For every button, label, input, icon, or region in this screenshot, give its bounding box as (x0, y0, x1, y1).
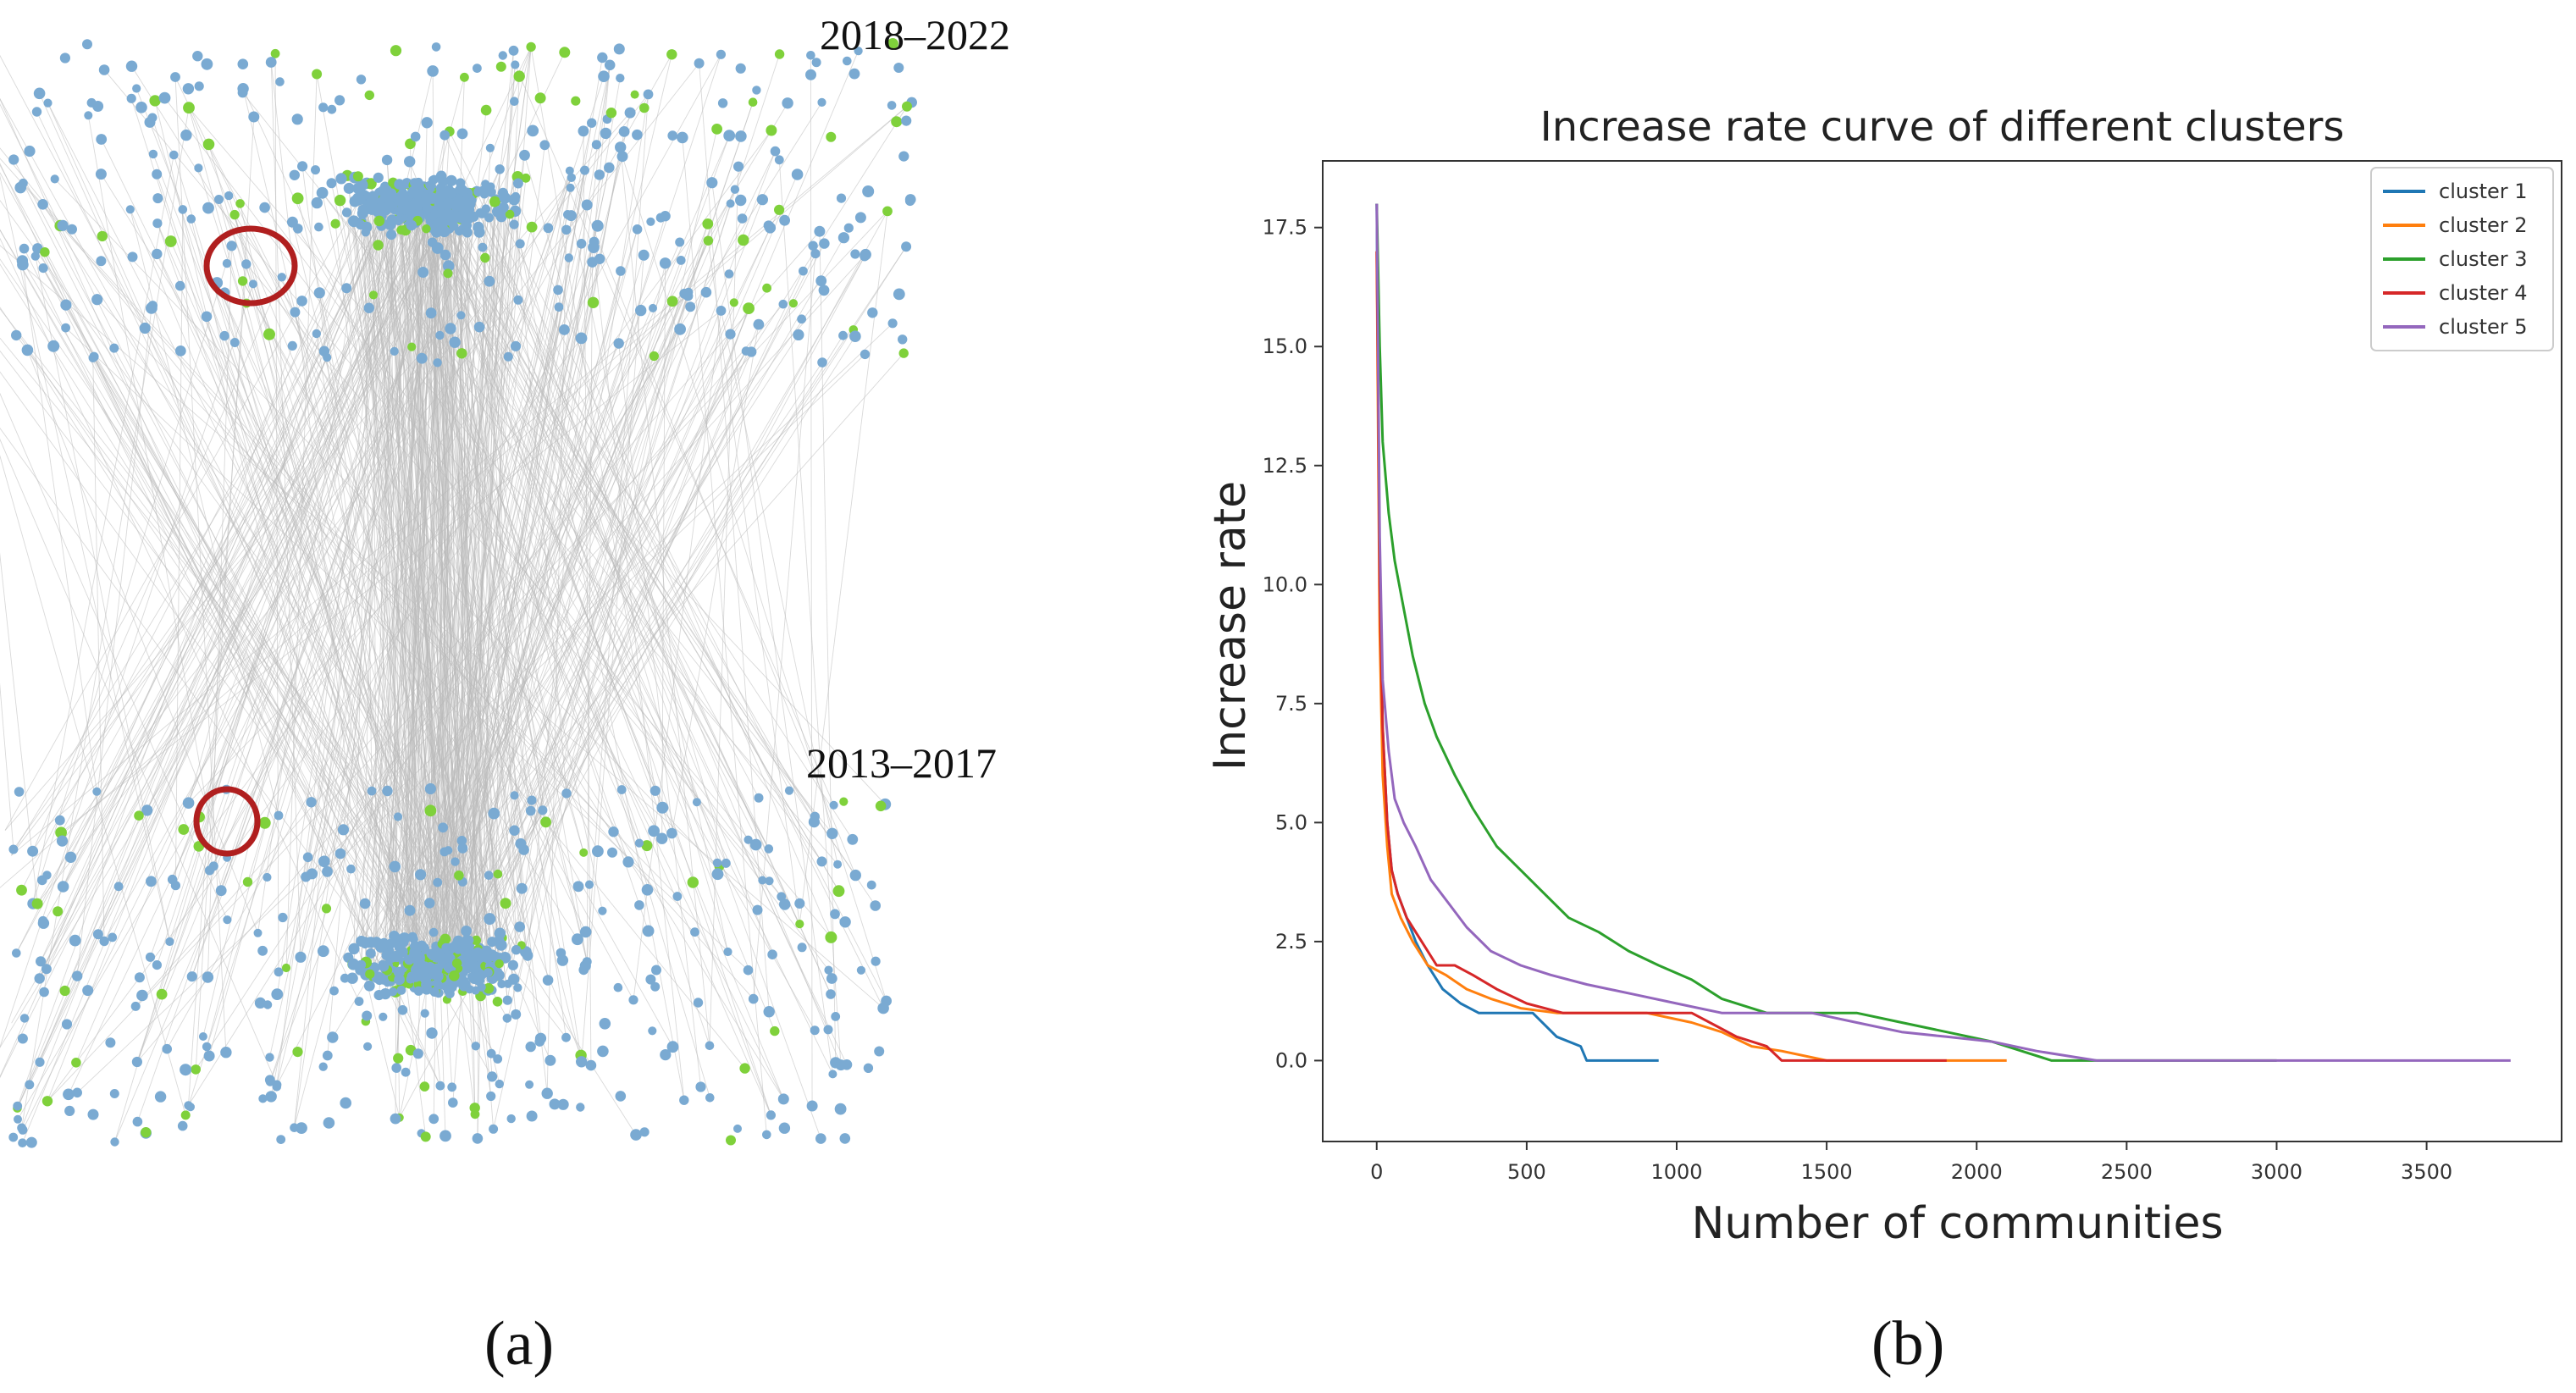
caption-a: (a) (484, 1309, 555, 1379)
series-lines (1375, 203, 2511, 1062)
x-tick-label: 1500 (1801, 1160, 1853, 1184)
network-nodes (8, 38, 917, 1148)
caption-b: (b) (1871, 1309, 1945, 1379)
x-tick-label: 3500 (2401, 1160, 2452, 1184)
y-tick-label: 0.0 (1275, 1048, 1307, 1072)
series-line-cluster-2 (1375, 251, 2007, 1062)
highlight-circle-bottom (193, 786, 261, 857)
plot-frame (1322, 160, 2562, 1142)
series-line-cluster-1 (1375, 203, 1659, 1062)
x-tick-label: 2000 (1951, 1160, 2003, 1184)
legend-box (2370, 167, 2554, 351)
x-tick-label: 2500 (2101, 1160, 2153, 1184)
legend-label: cluster 3 (2439, 247, 2528, 271)
y-tick-label: 15.0 (1263, 334, 1307, 358)
y-tick-label: 7.5 (1275, 692, 1307, 716)
series-line-cluster-5 (1375, 203, 2511, 1062)
x-axis-label: Number of communities (1691, 1198, 2223, 1249)
highlight-circle-top (203, 225, 298, 307)
x-tick-label: 3000 (2251, 1160, 2302, 1184)
x-tick-label: 500 (1507, 1160, 1546, 1184)
axis-ticks: 0 500 1000 1500 2000 2500 3000 3500 0.0 2.5 5.0 7.5… (1263, 216, 2453, 1184)
period-label-top: 2018–2022 (820, 11, 1010, 58)
x-tick-label: 0 (1370, 1160, 1383, 1184)
series-line-cluster-3 (1375, 203, 2277, 1062)
y-tick-label: 5.0 (1275, 810, 1307, 834)
y-tick-label: 12.5 (1263, 454, 1307, 478)
legend-label: cluster 5 (2439, 315, 2528, 339)
legend-label: cluster 1 (2439, 180, 2528, 203)
y-tick-label: 2.5 (1275, 930, 1307, 954)
x-tick-label: 1000 (1650, 1160, 1702, 1184)
period-label-bottom: 2013–2017 (806, 739, 997, 787)
increase-rate-chart: Increase rate curve of different cluster… (1205, 103, 2562, 1249)
chart-title: Increase rate curve of different cluster… (1540, 103, 2345, 151)
legend-label: cluster 4 (2439, 281, 2528, 305)
y-tick-label: 10.0 (1263, 572, 1307, 596)
y-axis-label: Increase rate (1205, 481, 1256, 771)
y-tick-label: 17.5 (1263, 216, 1307, 240)
network-graph (0, 38, 917, 1148)
legend: cluster 1 cluster 2 cluster 3 cluster 4 clus… (2370, 167, 2554, 351)
series-line-cluster-4 (1375, 251, 1947, 1062)
legend-label: cluster 2 (2439, 213, 2528, 237)
